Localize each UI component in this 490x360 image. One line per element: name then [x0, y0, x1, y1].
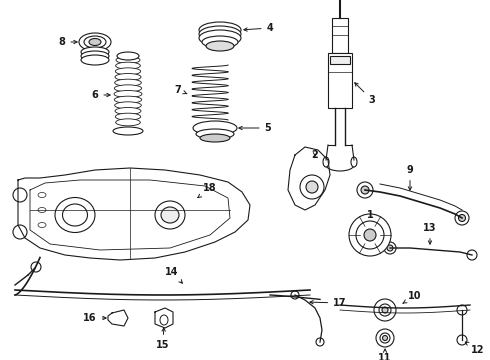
Ellipse shape — [63, 204, 88, 226]
Ellipse shape — [380, 333, 390, 343]
Ellipse shape — [384, 242, 396, 254]
Ellipse shape — [357, 182, 373, 198]
Ellipse shape — [38, 193, 46, 198]
Text: 17: 17 — [310, 298, 347, 308]
Ellipse shape — [316, 338, 324, 346]
Ellipse shape — [31, 262, 41, 272]
Ellipse shape — [457, 305, 467, 315]
Ellipse shape — [113, 127, 143, 135]
Ellipse shape — [382, 307, 388, 313]
Ellipse shape — [202, 36, 238, 48]
Ellipse shape — [115, 79, 141, 86]
Bar — [332, 18, 348, 53]
Ellipse shape — [116, 62, 140, 69]
Bar — [328, 53, 352, 108]
Ellipse shape — [79, 33, 111, 51]
Text: 14: 14 — [165, 267, 182, 283]
Text: 16: 16 — [83, 313, 106, 323]
Text: 12: 12 — [466, 342, 485, 355]
Ellipse shape — [291, 291, 299, 299]
Ellipse shape — [467, 250, 477, 260]
Ellipse shape — [364, 229, 376, 241]
Ellipse shape — [349, 214, 391, 256]
Ellipse shape — [13, 188, 27, 202]
Ellipse shape — [200, 134, 230, 142]
Ellipse shape — [199, 22, 241, 38]
Ellipse shape — [81, 51, 109, 61]
Ellipse shape — [323, 157, 329, 167]
Text: 18: 18 — [198, 183, 217, 198]
Ellipse shape — [160, 315, 168, 325]
Ellipse shape — [199, 26, 241, 42]
Ellipse shape — [38, 207, 46, 212]
Ellipse shape — [374, 299, 396, 321]
Ellipse shape — [459, 215, 466, 221]
Ellipse shape — [38, 222, 46, 228]
Text: 6: 6 — [92, 90, 110, 100]
Text: 9: 9 — [407, 165, 414, 190]
Text: 5: 5 — [239, 123, 271, 133]
Ellipse shape — [55, 198, 95, 233]
Ellipse shape — [115, 73, 141, 81]
Ellipse shape — [300, 175, 324, 199]
Ellipse shape — [115, 102, 141, 109]
Ellipse shape — [457, 335, 467, 345]
Ellipse shape — [89, 39, 101, 45]
Ellipse shape — [361, 186, 369, 194]
Bar — [330, 56, 350, 64]
Ellipse shape — [115, 113, 141, 120]
Text: 15: 15 — [156, 328, 170, 350]
Ellipse shape — [114, 90, 142, 98]
Ellipse shape — [114, 85, 142, 92]
Text: 4: 4 — [244, 23, 273, 33]
Ellipse shape — [379, 304, 391, 316]
Ellipse shape — [84, 36, 106, 48]
Ellipse shape — [193, 121, 237, 135]
Ellipse shape — [115, 68, 141, 75]
Ellipse shape — [13, 225, 27, 239]
Text: 13: 13 — [423, 223, 437, 244]
Ellipse shape — [351, 157, 357, 167]
Ellipse shape — [117, 52, 139, 60]
Ellipse shape — [116, 57, 140, 63]
Text: 8: 8 — [59, 37, 77, 47]
Ellipse shape — [356, 221, 384, 249]
Ellipse shape — [376, 329, 394, 347]
Ellipse shape — [114, 96, 142, 103]
Ellipse shape — [306, 181, 318, 193]
Ellipse shape — [383, 336, 388, 341]
Ellipse shape — [199, 30, 241, 46]
Ellipse shape — [155, 201, 185, 229]
Ellipse shape — [161, 207, 179, 223]
Ellipse shape — [115, 108, 141, 114]
Ellipse shape — [206, 41, 234, 51]
Text: 1: 1 — [367, 210, 373, 220]
Text: 11: 11 — [378, 349, 392, 360]
Ellipse shape — [196, 129, 234, 139]
Text: 10: 10 — [403, 291, 422, 303]
Ellipse shape — [116, 119, 140, 126]
Ellipse shape — [387, 245, 393, 251]
Ellipse shape — [81, 47, 109, 57]
Ellipse shape — [81, 55, 109, 65]
Ellipse shape — [455, 211, 469, 225]
Text: 3: 3 — [355, 83, 375, 105]
Text: 7: 7 — [174, 85, 187, 95]
Text: 2: 2 — [312, 150, 318, 160]
